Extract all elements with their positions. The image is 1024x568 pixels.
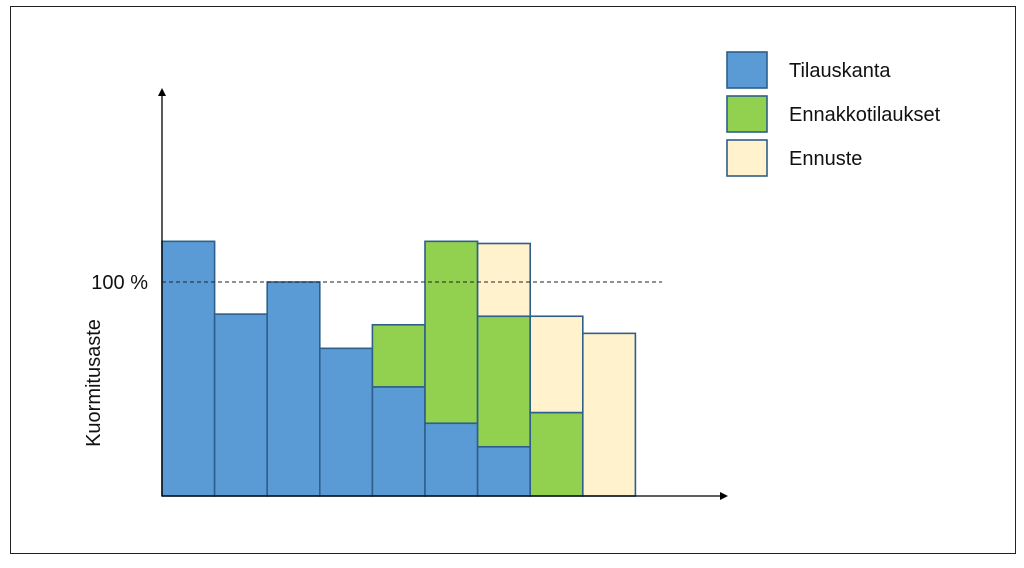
y-axis-label: Kuormitusaste bbox=[83, 319, 105, 447]
bar-segment-1-1 bbox=[161, 240, 216, 497]
bar-segment-1-3 bbox=[266, 281, 321, 497]
legend-swatch-2 bbox=[726, 95, 768, 133]
legend-label-2: Ennakkotilaukset bbox=[789, 104, 941, 126]
bar-segment-2-6 bbox=[424, 240, 479, 425]
bar-segment-1-7 bbox=[476, 445, 532, 497]
legend-swatch-1 bbox=[726, 51, 768, 89]
bar-segment-3-7 bbox=[476, 242, 532, 318]
bar-segment-2-8 bbox=[529, 411, 584, 497]
legend-label-3: Ennuste bbox=[789, 148, 862, 170]
bar-segment-1-4 bbox=[318, 347, 374, 497]
bar-segment-3-9 bbox=[581, 332, 637, 497]
legend-label-1: Tilauskanta bbox=[789, 60, 891, 82]
bar-segment-1-5 bbox=[371, 386, 426, 497]
bar-segment-1-2 bbox=[213, 313, 269, 497]
bar-segment-2-5 bbox=[371, 323, 426, 388]
legend: Tilauskanta Ennakkotilaukset Ennuste bbox=[726, 51, 941, 177]
bar-segment-1-6 bbox=[424, 422, 479, 497]
bar-segment-3-8 bbox=[529, 315, 584, 414]
reference-line-label: 100 % bbox=[91, 272, 148, 294]
bars-layer bbox=[161, 240, 637, 497]
legend-swatch-3 bbox=[726, 139, 768, 177]
bar-segment-2-7 bbox=[476, 315, 532, 448]
